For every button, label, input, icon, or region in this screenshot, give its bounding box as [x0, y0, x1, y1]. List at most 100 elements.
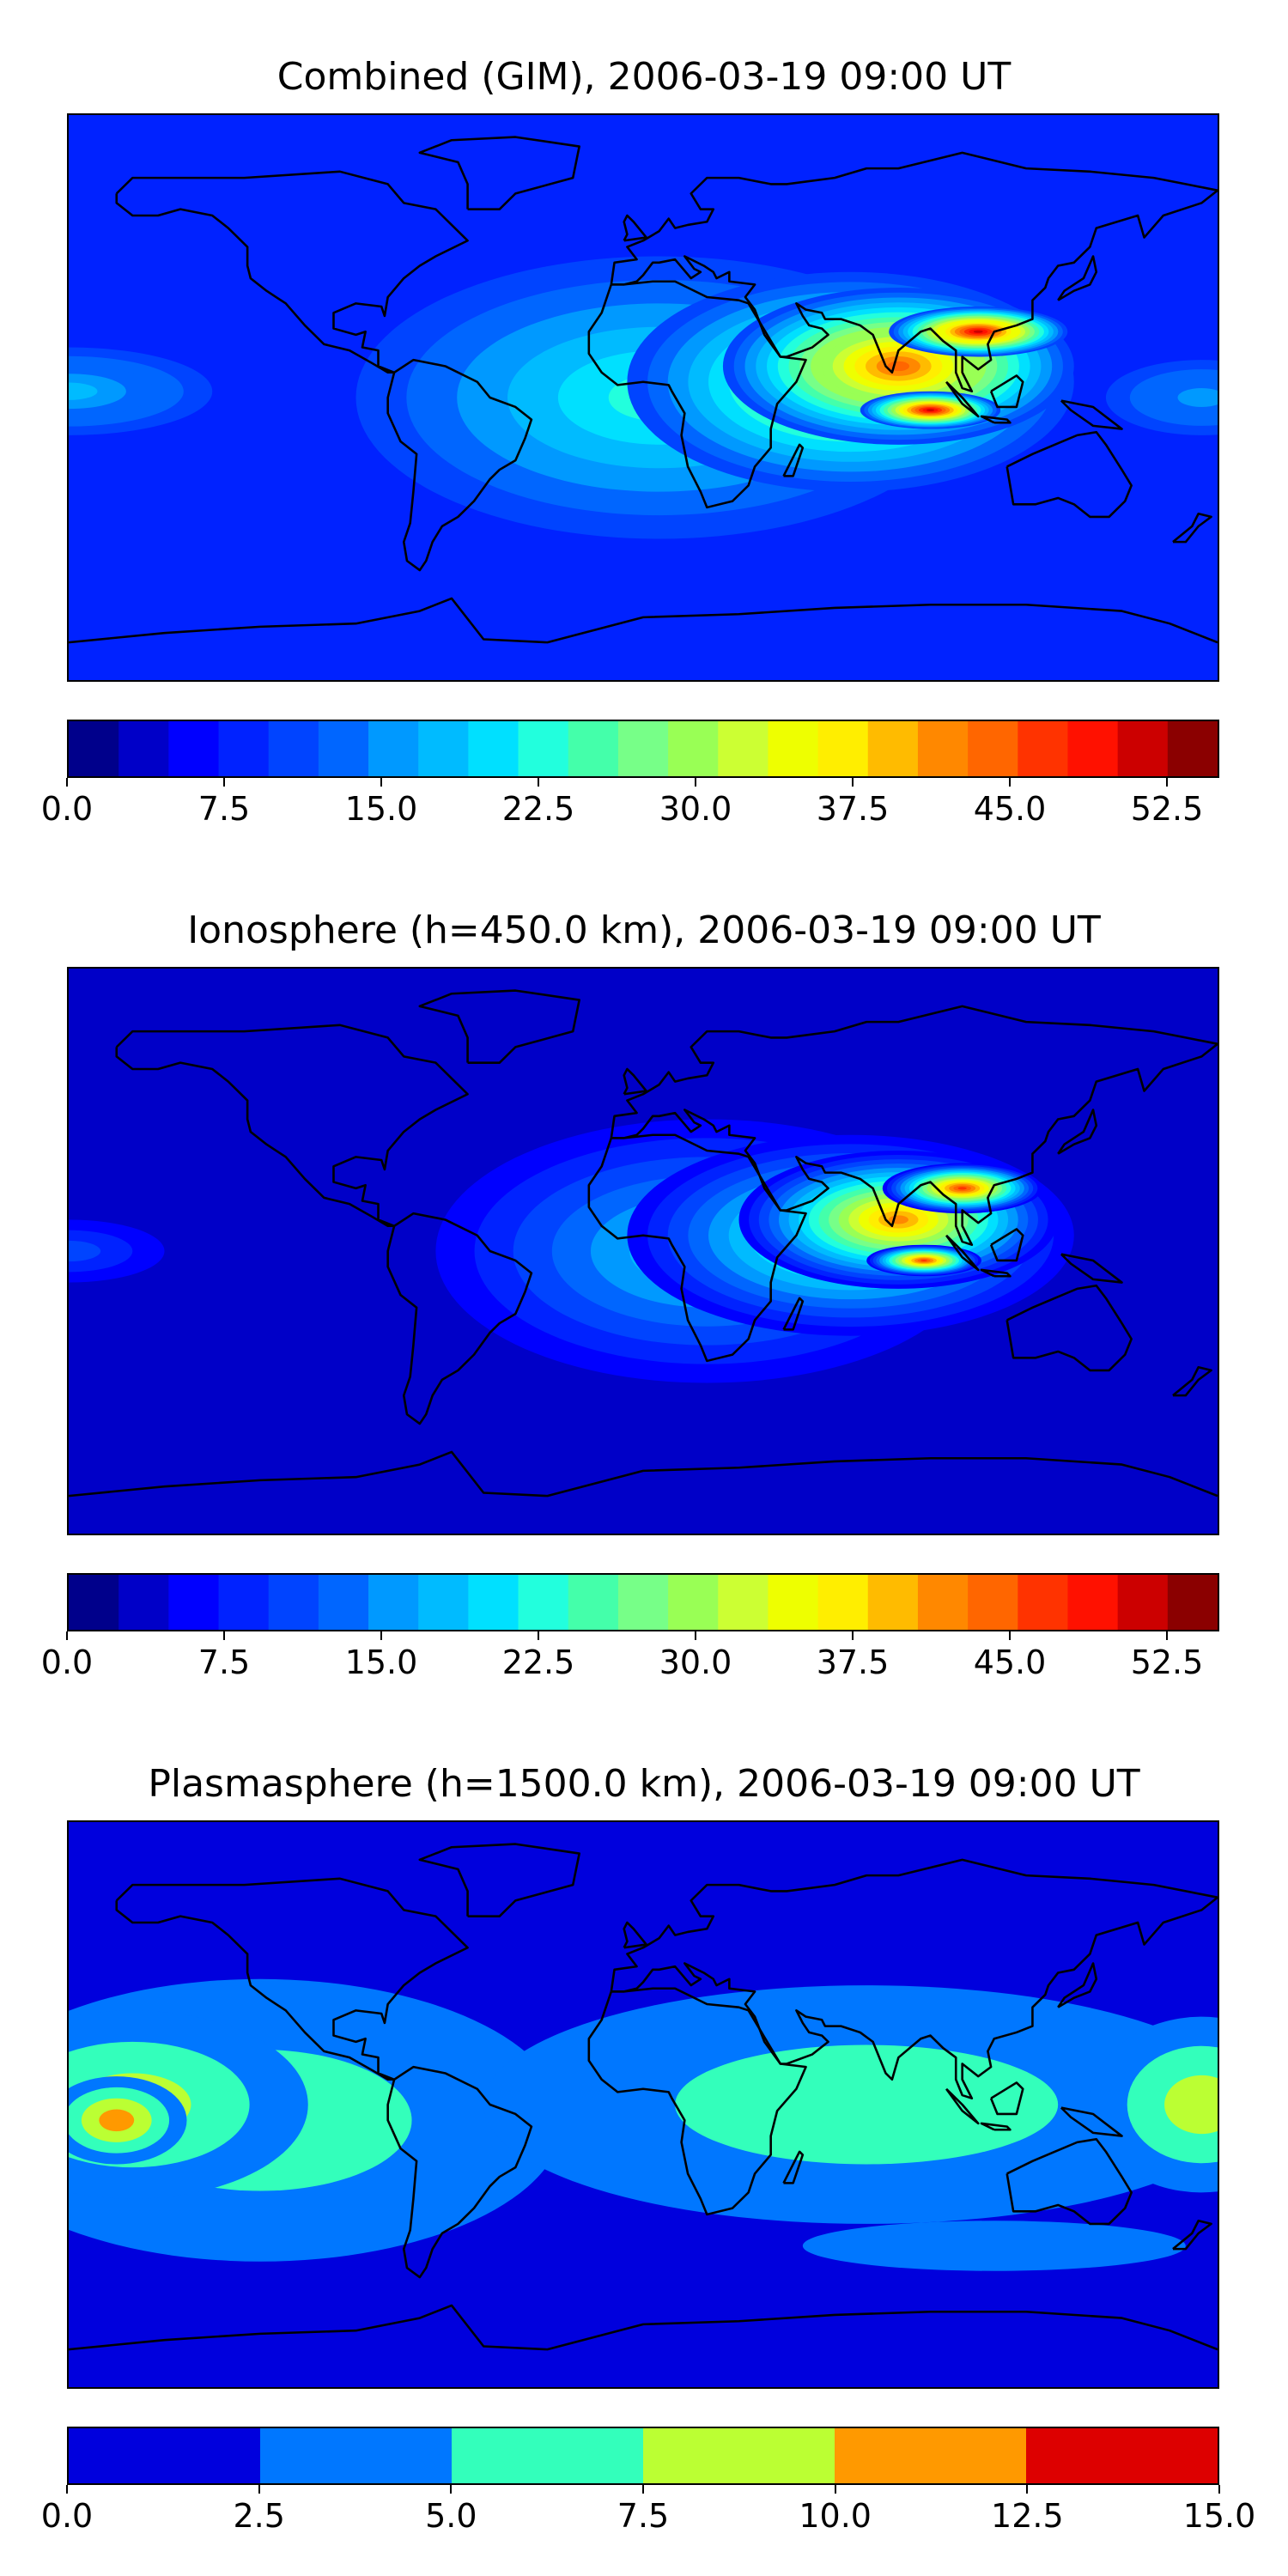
- colorbar-tick-mark: [1009, 1631, 1011, 1640]
- colorbar-segment: [518, 721, 569, 776]
- coastline: [782, 1297, 805, 1331]
- colorbar-tick-label: 37.5: [816, 1643, 890, 1681]
- coastline: [69, 1450, 1218, 1498]
- coastline: [418, 1843, 580, 1917]
- coastline: [115, 1877, 469, 2081]
- colorbar-segment: [718, 1575, 769, 1630]
- contour-band: [99, 2109, 135, 2132]
- colorbar-segment: [718, 721, 769, 776]
- coastline: [1005, 2137, 1133, 2226]
- coastline: [989, 374, 1024, 409]
- colorbar-segment: [1067, 721, 1119, 776]
- colorbar-tick-mark: [450, 2485, 453, 2494]
- coastline: [386, 358, 533, 572]
- colorbar-tick-mark: [852, 778, 854, 787]
- colorbar-tick-mark: [380, 1631, 382, 1640]
- colorbar-tick-mark: [834, 2485, 836, 2494]
- coastline: [1060, 2106, 1123, 2137]
- colorbar-segment: [643, 2428, 835, 2483]
- coastline: [1005, 1284, 1133, 1372]
- colorbar-segment: [69, 2428, 261, 2483]
- colorbar-tick-label: 22.5: [501, 790, 575, 828]
- colorbar-segment: [368, 1575, 419, 1630]
- colorbar-tick-label: 0.0: [40, 1643, 94, 1681]
- colorbar-segment: [768, 1575, 819, 1630]
- colorbar-tick-mark: [538, 778, 539, 787]
- colorbar-segment: [418, 721, 470, 776]
- coastline: [945, 1234, 980, 1272]
- colorbar-ticks: 0.0 7.5 15.0 22.5 30.0 37.5 45.0 52.5: [41, 1631, 1219, 1683]
- colorbar-combined: [67, 720, 1219, 778]
- colorbar-tick-mark: [538, 1631, 539, 1640]
- colorbar-segment: [118, 1575, 170, 1630]
- colorbar-segment: [917, 721, 969, 776]
- colorbar-segment: [218, 1575, 270, 1630]
- colorbar-segment: [1067, 1575, 1119, 1630]
- colorbar-segment: [917, 1575, 969, 1630]
- colorbar-segment: [118, 721, 170, 776]
- colorbar-segment: [668, 1575, 719, 1630]
- coastline: [69, 2304, 1218, 2351]
- coastline: [782, 2150, 805, 2184]
- coastline: [1005, 430, 1133, 519]
- colorbar-tick-label: 0.0: [40, 790, 94, 828]
- colorbar-segment: [168, 1575, 220, 1630]
- coastline: [1057, 1962, 1098, 2008]
- heatmap-svg: [69, 1822, 1218, 2387]
- colorbar-segment: [968, 1575, 1018, 1630]
- colorbar-tick-mark: [1218, 2485, 1220, 2494]
- colorbar-tick-mark: [1166, 1631, 1168, 1640]
- colorbar-segment: [568, 721, 619, 776]
- panel-title: Combined (GIM), 2006-03-19 09:00 UT: [276, 55, 1012, 99]
- contour-band: [802, 2221, 1186, 2271]
- contour-band: [69, 1240, 101, 1262]
- colorbar-segment: [968, 721, 1018, 776]
- colorbar-segment: [817, 1575, 869, 1630]
- coastline: [1172, 512, 1212, 544]
- coastline: [1060, 399, 1123, 430]
- coastline: [945, 2087, 980, 2125]
- contour-band: [1177, 388, 1218, 407]
- colorbar-segment: [617, 1575, 669, 1630]
- colorbar-segment: [1167, 1575, 1218, 1630]
- colorbar-tick-label: 7.5: [197, 1643, 251, 1681]
- colorbar-segment: [452, 2428, 644, 2483]
- colorbar-segment: [218, 721, 270, 776]
- colorbar-segment: [817, 721, 869, 776]
- contour-band: [957, 1187, 967, 1190]
- coastline: [610, 1005, 1218, 1246]
- map-combined: [67, 113, 1219, 682]
- colorbar-svg: [69, 2428, 1218, 2483]
- colorbar-tick-mark: [852, 1631, 854, 1640]
- colorbar-tick-label: 0.0: [40, 2497, 94, 2535]
- colorbar-segment: [1117, 721, 1169, 776]
- colorbar-segment: [418, 1575, 470, 1630]
- contour-band: [1164, 2075, 1218, 2135]
- colorbar-tick-mark: [258, 2485, 260, 2494]
- colorbar-segment: [617, 721, 669, 776]
- contour-band: [920, 1259, 927, 1261]
- coastline: [980, 2122, 1012, 2131]
- colorbar-segment: [518, 1575, 569, 1630]
- coastline: [1060, 1253, 1123, 1284]
- coastline: [623, 1921, 648, 1949]
- coastline: [610, 1858, 1218, 2099]
- colorbar-segment: [867, 721, 919, 776]
- colorbar-tick-mark: [695, 778, 696, 787]
- coastline: [980, 415, 1012, 424]
- coastline: [587, 280, 807, 509]
- colorbar-segment: [867, 1575, 919, 1630]
- colorbar-tick-mark: [66, 1631, 68, 1640]
- coastline: [386, 1212, 533, 1425]
- contour-band: [973, 330, 983, 333]
- colorbar-segment: [568, 1575, 619, 1630]
- colorbar-segment: [1018, 1575, 1069, 1630]
- colorbar-ionosphere: [67, 1573, 1219, 1631]
- colorbar-tick-mark: [223, 1631, 225, 1640]
- colorbar-tick-mark: [380, 778, 382, 787]
- coastline: [945, 380, 980, 418]
- colorbar-tick-label: 30.0: [659, 790, 732, 828]
- coastline: [782, 443, 805, 477]
- coastline: [1172, 1365, 1212, 1397]
- colorbar-segment: [1167, 721, 1218, 776]
